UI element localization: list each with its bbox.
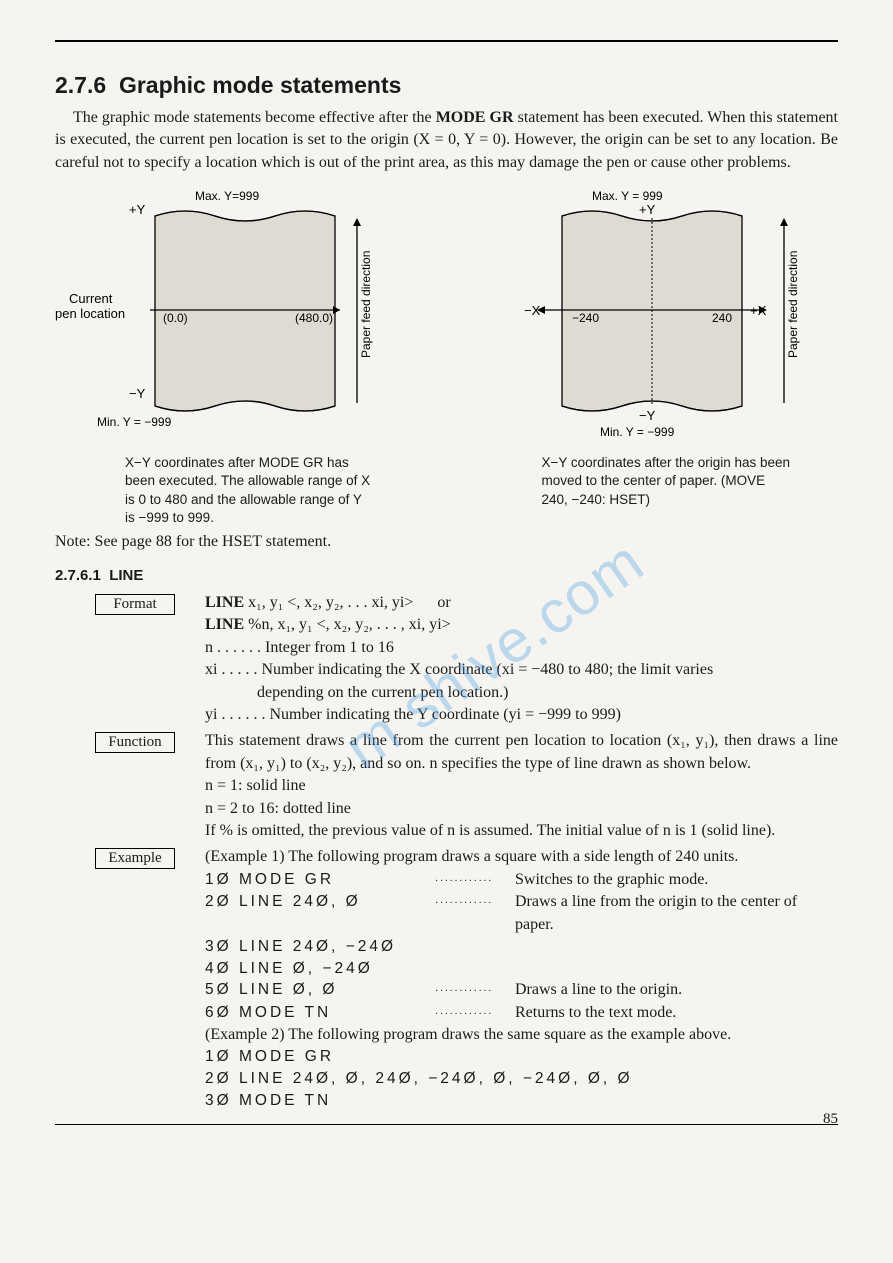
dots-sep: ············	[435, 897, 515, 911]
subsection-title: 2.7.6.1 LINE	[55, 567, 838, 584]
svg-text:Paper feed direction: Paper feed direction	[786, 251, 800, 358]
diagram-row: Max. Y=999 +Y (0.0) (480.0) −Y Min. Y = …	[55, 188, 838, 527]
ex1-code-0: 1Ø MODE GR	[205, 869, 435, 891]
example2-row-1: 2Ø LINE 24Ø, Ø, 24Ø, −24Ø, Ø, −24Ø, Ø, Ø	[205, 1068, 838, 1090]
format-line1-prefix: LINE	[205, 594, 244, 611]
format-line1-args: x₁, y₁ <, x₂, y₂, . . . xi, yi>	[244, 594, 413, 611]
section-number: 2.7.6	[55, 72, 106, 98]
format-n-line: n . . . . . . Integer from 1 to 16	[205, 637, 838, 659]
ex1-text-5: Returns to the text mode.	[515, 1002, 838, 1024]
example2-intro: (Example 2) The following program draws …	[205, 1024, 838, 1046]
ex1-code-1: 2Ø LINE 24Ø, Ø	[205, 891, 435, 913]
svg-text:Current: Current	[69, 291, 113, 306]
diagram-left-caption: X−Y coordinates after MODE GR has been e…	[125, 454, 375, 527]
example2-row-2: 3Ø MODE TN	[205, 1090, 838, 1112]
function-p2: If % is omitted, the previous value of n…	[205, 820, 838, 842]
function-label: Function	[95, 732, 175, 753]
note: Note: See page 88 for the HSET statement…	[55, 533, 838, 551]
ex1-text-0: Switches to the graphic mode.	[515, 869, 838, 891]
diagram-left: Max. Y=999 +Y (0.0) (480.0) −Y Min. Y = …	[55, 188, 415, 448]
ex2-code-2: 3Ø MODE TN	[205, 1090, 331, 1112]
ex1-code-2: 3Ø LINE 24Ø, −24Ø	[205, 936, 396, 958]
diagram-left-col: Max. Y=999 +Y (0.0) (480.0) −Y Min. Y = …	[55, 188, 422, 527]
diagram-right-col: Max. Y = 999 +Y −X +X −240 240 −Y Min. Y…	[472, 188, 839, 527]
format-label: Format	[95, 594, 175, 615]
ex1-text-1: Draws a line from the origin to the cent…	[515, 891, 838, 936]
function-n1: n = 1: solid line	[205, 775, 838, 797]
format-xi-line-a: xi . . . . . Number indicating the X coo…	[205, 659, 838, 681]
format-line2-prefix: LINE	[205, 616, 244, 633]
diagram-right-caption: X−Y coordinates after the origin has bee…	[542, 454, 792, 509]
example1-row-2: 3Ø LINE 24Ø, −24Ø	[205, 936, 838, 958]
function-body: This statement draws a line from the cur…	[205, 730, 838, 842]
svg-text:−Y: −Y	[129, 386, 146, 401]
example1-intro: (Example 1) The following program draws …	[205, 846, 838, 868]
example1-row-0: 1Ø MODE GR ············ Switches to the …	[205, 869, 838, 891]
svg-text:Min. Y = −999: Min. Y = −999	[600, 425, 675, 439]
svg-text:+Y: +Y	[639, 202, 656, 217]
function-p1: This statement draws a line from the cur…	[205, 730, 838, 775]
format-label-cell: Format	[55, 592, 205, 726]
dots-sep: ············	[435, 875, 515, 889]
example-label: Example	[95, 848, 175, 869]
ex1-code-5: 6Ø MODE TN	[205, 1002, 435, 1024]
format-line1-or: or	[437, 594, 450, 611]
section-title: 2.7.6 Graphic mode statements	[55, 72, 838, 99]
function-label-cell: Function	[55, 730, 205, 842]
svg-text:(0.0): (0.0)	[163, 311, 188, 325]
example-label-cell: Example	[55, 846, 205, 1111]
intro-bold: MODE GR	[436, 109, 514, 126]
example1-row-3: 4Ø LINE Ø, −24Ø	[205, 958, 838, 980]
intro-paragraph: The graphic mode statements become effec…	[55, 107, 838, 174]
svg-text:pen location: pen location	[55, 306, 125, 321]
format-line2-args: %n, x₁, y₁ <, x₂, y₂, . . . , xi, yi>	[244, 616, 451, 633]
svg-text:Min. Y = −999: Min. Y = −999	[97, 415, 172, 429]
svg-text:−Y: −Y	[639, 408, 656, 423]
example-body: (Example 1) The following program draws …	[205, 846, 838, 1111]
svg-text:(480.0): (480.0)	[295, 311, 333, 325]
svg-text:+X: +X	[750, 303, 767, 318]
svg-text:240: 240	[712, 311, 732, 325]
page-number: 85	[55, 1111, 838, 1128]
ex2-code-1: 2Ø LINE 24Ø, Ø, 24Ø, −24Ø, Ø, −24Ø, Ø, Ø	[205, 1068, 633, 1090]
svg-text:−240: −240	[572, 311, 599, 325]
ex2-code-0: 1Ø MODE GR	[205, 1046, 334, 1068]
function-n2: n = 2 to 16: dotted line	[205, 798, 838, 820]
svg-text:Paper feed direction: Paper feed direction	[359, 251, 373, 358]
diagram-left-svg: Max. Y=999 +Y (0.0) (480.0) −Y Min. Y = …	[55, 188, 415, 448]
subsection-title-text: LINE	[109, 567, 143, 584]
ex1-text-4: Draws a line to the origin.	[515, 979, 838, 1001]
svg-text:Max. Y = 999: Max. Y = 999	[592, 189, 663, 203]
example2-row-0: 1Ø MODE GR	[205, 1046, 838, 1068]
section-title-text: Graphic mode statements	[119, 72, 401, 98]
top-rule	[55, 40, 838, 42]
subsection-number: 2.7.6.1	[55, 567, 101, 584]
example1-row-1: 2Ø LINE 24Ø, Ø ············ Draws a line…	[205, 891, 838, 936]
ex1-code-4: 5Ø LINE Ø, Ø	[205, 979, 435, 1001]
diagram-right-svg: Max. Y = 999 +Y −X +X −240 240 −Y Min. Y…	[472, 188, 832, 448]
ex1-code-3: 4Ø LINE Ø, −24Ø	[205, 958, 373, 980]
format-xi-line-b: depending on the current pen location.)	[205, 682, 838, 704]
dots-sep: ············	[435, 1008, 515, 1022]
diagram-right: Max. Y = 999 +Y −X +X −240 240 −Y Min. Y…	[472, 188, 832, 448]
format-body: LINE x₁, y₁ <, x₂, y₂, . . . xi, yi> or …	[205, 592, 838, 726]
content-grid: Format LINE x₁, y₁ <, x₂, y₂, . . . xi, …	[55, 592, 838, 1111]
svg-text:Max. Y=999: Max. Y=999	[195, 189, 259, 203]
svg-text:−X: −X	[524, 303, 541, 318]
example1-row-5: 6Ø MODE TN ············ Returns to the t…	[205, 1002, 838, 1024]
intro-text-1: The graphic mode statements become effec…	[73, 109, 436, 126]
svg-text:+Y: +Y	[129, 202, 146, 217]
format-yi-line: yi . . . . . . Number indicating the Y c…	[205, 704, 838, 726]
example1-row-4: 5Ø LINE Ø, Ø ············ Draws a line t…	[205, 979, 838, 1001]
dots-sep: ············	[435, 985, 515, 999]
